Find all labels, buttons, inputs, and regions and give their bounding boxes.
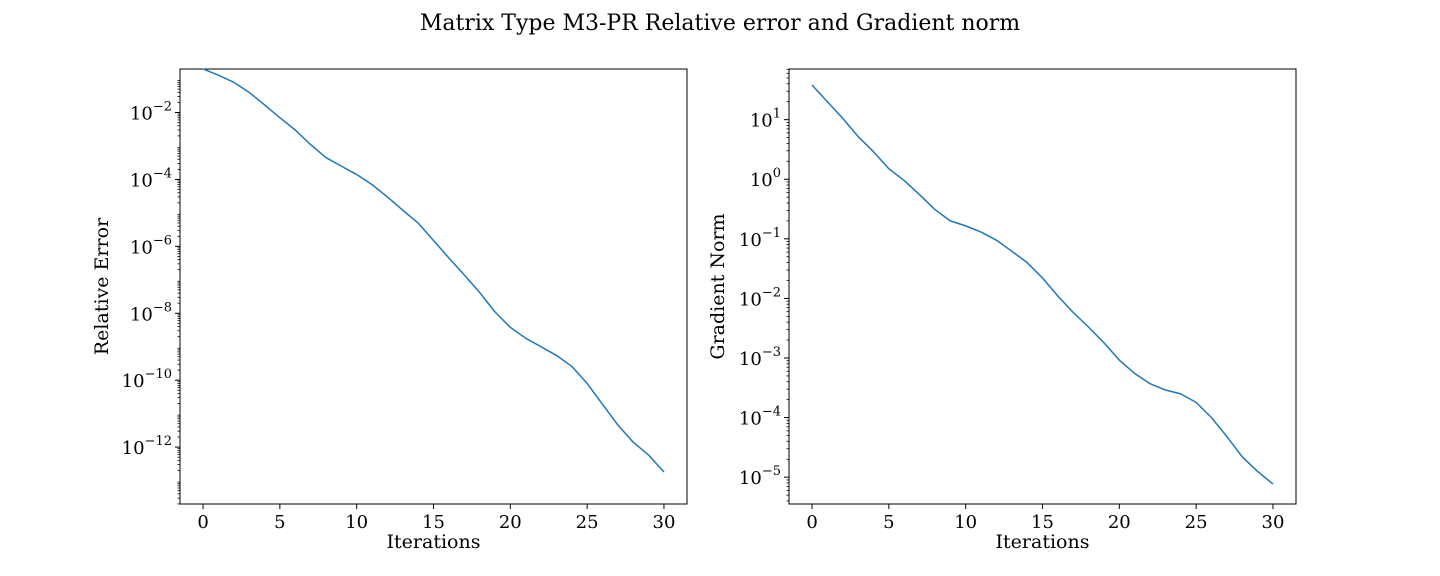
- y-tick-label: 10−10: [122, 367, 172, 392]
- x-tick-label: 5: [883, 512, 894, 533]
- x-axis-label: Iterations: [996, 531, 1090, 553]
- x-tick-label: 25: [1185, 512, 1208, 533]
- x-tick-label: 10: [954, 512, 977, 533]
- y-axis-label: Gradient Norm: [707, 213, 729, 359]
- series-line: [202, 68, 665, 473]
- x-tick-label: 20: [1108, 512, 1131, 533]
- y-tick-label: 10−8: [130, 300, 172, 325]
- y-axis-label: Relative Error: [91, 217, 113, 355]
- x-tick-label: 5: [274, 512, 285, 533]
- y-tick-label: 100: [750, 166, 781, 191]
- x-tick-label: 15: [422, 512, 445, 533]
- y-tick-label: 101: [750, 107, 781, 132]
- y-tick-label: 10−4: [130, 166, 172, 191]
- y-tick-label: 10−6: [130, 233, 172, 258]
- plot-frame: [788, 68, 1297, 505]
- x-axis-label: Iterations: [387, 531, 481, 553]
- x-tick-label: 30: [1262, 512, 1285, 533]
- y-tick-label: 10−3: [739, 345, 781, 370]
- x-tick-label: 15: [1031, 512, 1054, 533]
- x-tick-label: 0: [197, 512, 208, 533]
- y-tick-label: 10−2: [130, 100, 172, 125]
- x-tick-label: 20: [499, 512, 522, 533]
- y-tick-label: 10−1: [739, 226, 781, 251]
- x-tick-label: 0: [806, 512, 817, 533]
- relative-error-chart: 0 5 10 15 20 25 30 10−2 10−4 10−6 10−8 10−10 10−12 It…: [91, 68, 688, 553]
- x-tick-label: 10: [345, 512, 368, 533]
- plot-frame: [179, 68, 688, 505]
- x-tick-label: 25: [576, 512, 599, 533]
- x-tick-label: 30: [653, 512, 676, 533]
- y-tick-label: 10−5: [739, 464, 781, 489]
- y-tick-label: 10−2: [739, 285, 781, 310]
- y-tick-label: 10−4: [739, 405, 781, 430]
- gradient-norm-chart: 0 5 10 15 20 25 30 101 100 10−1 10−2 10−3 10−4 10−5 It…: [707, 68, 1297, 553]
- series-line: [811, 84, 1274, 485]
- y-tick-label: 10−12: [122, 434, 172, 459]
- figure-title: Matrix Type M3-PR Relative error and Gra…: [420, 11, 1020, 36]
